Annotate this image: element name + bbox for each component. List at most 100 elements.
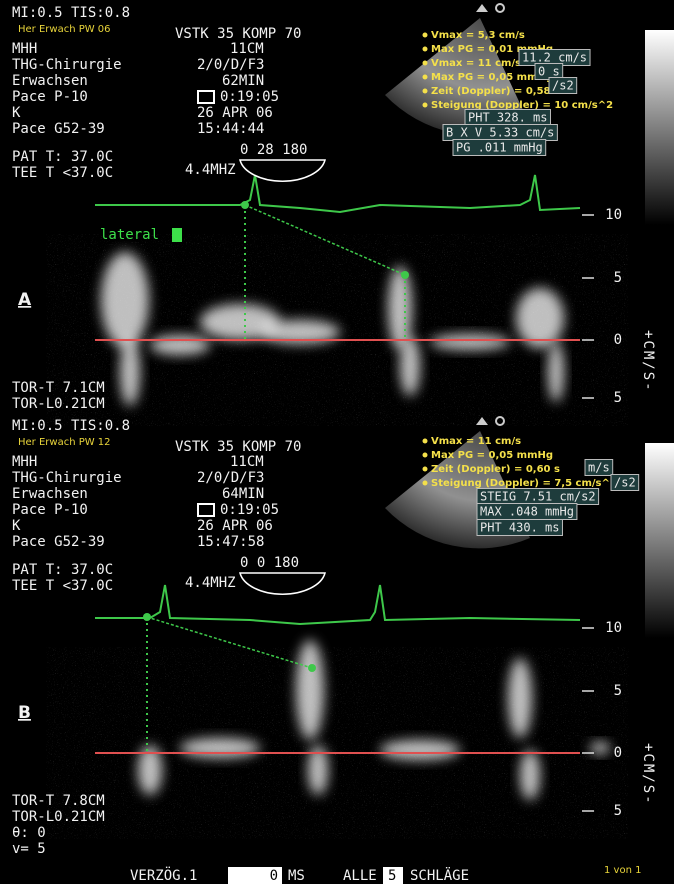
doppler-signal [508, 658, 532, 738]
readout-text: m/s [588, 461, 610, 475]
info-text: 15:47:58 [197, 534, 264, 550]
info-text: Pace P-10 [12, 502, 88, 518]
readout-text: 11.2 cm/s [522, 51, 587, 65]
doppler-signal [150, 335, 210, 355]
measurement-marker [423, 61, 428, 66]
doppler-signal [430, 334, 510, 350]
doppler-signal [120, 338, 140, 406]
doppler-signal [180, 738, 260, 758]
panel-label: B [18, 703, 31, 723]
measurement-text: Vmax = 11 cm/s [431, 436, 521, 447]
footer-text: VERZÖG.1 [130, 866, 197, 884]
temperature-text: PAT T: 37.0C [12, 149, 113, 165]
measurement-marker [423, 467, 428, 472]
grayscale-bar [645, 30, 674, 225]
info-text: 2/0/D/F3 [197, 57, 264, 73]
measurement-marker [423, 75, 428, 80]
annotation-text: lateral [100, 227, 159, 243]
angle-text: 0 0 180 [240, 555, 299, 571]
grayscale-bar [645, 443, 674, 638]
cursor [172, 228, 182, 242]
doppler-signal [400, 336, 420, 396]
measurement-text: Steigung (Doppler) = 7,5 cm/s^2 [431, 478, 617, 489]
measurement-marker [423, 89, 428, 94]
info-text: MHH [12, 41, 37, 57]
scale-label: 5 [614, 683, 622, 699]
measurement-marker [423, 481, 428, 486]
readout-text: /s2 [552, 79, 574, 93]
scale-label: 5 [614, 390, 622, 406]
panel-label: A [18, 290, 32, 310]
scale-label: 0 [614, 332, 622, 348]
temperature-text: PAT T: 37.0C [12, 562, 113, 578]
info-text: Pace G52-39 [12, 534, 105, 550]
measurement-text: Max PG = 0,05 mmHg [431, 450, 553, 461]
info-text: Pace G52-39 [12, 121, 105, 137]
footer-text: ALLE [343, 868, 377, 884]
info-text: Pace P-10 [12, 89, 88, 105]
status-text: MI:0.5 TIS:0.8 [12, 418, 130, 434]
readout-text: /s2 [614, 476, 636, 490]
caliper-point [241, 201, 249, 209]
info-text: 0:19:05 [220, 89, 279, 105]
scale-unit: +CM/S- [640, 330, 656, 393]
scale-label: 0 [614, 745, 622, 761]
measurement-marker [423, 453, 428, 458]
readout-text: STEIG 7.51 cm/s2 [480, 490, 596, 504]
temperature-text: TEE T <37.0C [12, 578, 113, 594]
footer-value: 0 [270, 868, 278, 884]
settings-text: VSTK 35 KOMP 70 [175, 26, 301, 42]
readout-text: B X V 5.33 cm/s [446, 126, 554, 140]
angle-text: 0 28 180 [240, 142, 307, 158]
preset-text: Her Erwach PW 12 [18, 437, 111, 448]
info-text: K [12, 105, 21, 121]
scale-unit: +CM/S- [640, 743, 656, 806]
doppler-signal [548, 342, 564, 402]
info-text: Erwachsen [12, 73, 88, 89]
measurement-marker [423, 33, 428, 38]
probe-frequency: 4.4MHZ [185, 575, 236, 591]
info-text: THG-Chirurgie [12, 57, 122, 73]
depth-text: TOR-T 7.8CM [12, 793, 105, 809]
info-text: K [12, 518, 21, 534]
settings-text: VSTK 35 KOMP 70 [175, 439, 301, 455]
measurement-marker [423, 439, 428, 444]
doppler-signal [296, 640, 324, 740]
scale-label: 5 [614, 803, 622, 819]
doppler-noise [95, 663, 580, 823]
scale-label: 5 [614, 270, 622, 286]
readout-text: PHT 328. ms [468, 111, 547, 125]
readout-text: MAX .048 mmHg [480, 505, 574, 519]
doppler-signal [380, 740, 460, 760]
temperature-text: TEE T <37.0C [12, 165, 113, 181]
info-text: 26 APR 06 [197, 105, 273, 121]
info-text: THG-Chirurgie [12, 470, 122, 486]
info-text: Erwachsen [12, 486, 88, 502]
measurement-text: Vmax = 5,3 cm/s [431, 30, 525, 41]
info-text: 62MIN [222, 73, 264, 89]
doppler-signal [101, 252, 149, 348]
depth-text: θ: 0 [12, 825, 46, 841]
status-text: MI:0.5 TIS:0.8 [12, 5, 130, 21]
depth-text: TOR-T 7.1CM [12, 380, 105, 396]
doppler-signal [590, 742, 610, 754]
scale-label: 10 [605, 207, 622, 223]
measurement-text: Zeit (Doppler) = 0,58 s [431, 86, 560, 97]
info-text: 64MIN [222, 486, 264, 502]
measurement-text: Zeit (Doppler) = 0,60 s [431, 464, 560, 475]
depth-text: TOR-L0.21CM [12, 809, 105, 825]
doppler-signal [520, 750, 540, 800]
measurement-text: Vmax = 11 cm/s [431, 58, 521, 69]
info-text: 26 APR 06 [197, 518, 273, 534]
readout-text: PG .011 mmHg [456, 141, 543, 155]
probe-frequency: 4.4MHZ [185, 162, 236, 178]
readout-text: 0 s [538, 65, 560, 79]
info-text: 15:44:44 [197, 121, 264, 137]
measurement-marker [423, 103, 428, 108]
footer-text: MS [288, 868, 305, 884]
footer-value: 5 [388, 868, 396, 884]
ultrasound-screen: MI:0.5 TIS:0.8Her Erwach PW 06VSTK 35 KO… [0, 0, 674, 884]
caliper-point [143, 613, 151, 621]
measurement-marker [423, 47, 428, 52]
page-indicator: 1 von 1 [604, 865, 641, 876]
